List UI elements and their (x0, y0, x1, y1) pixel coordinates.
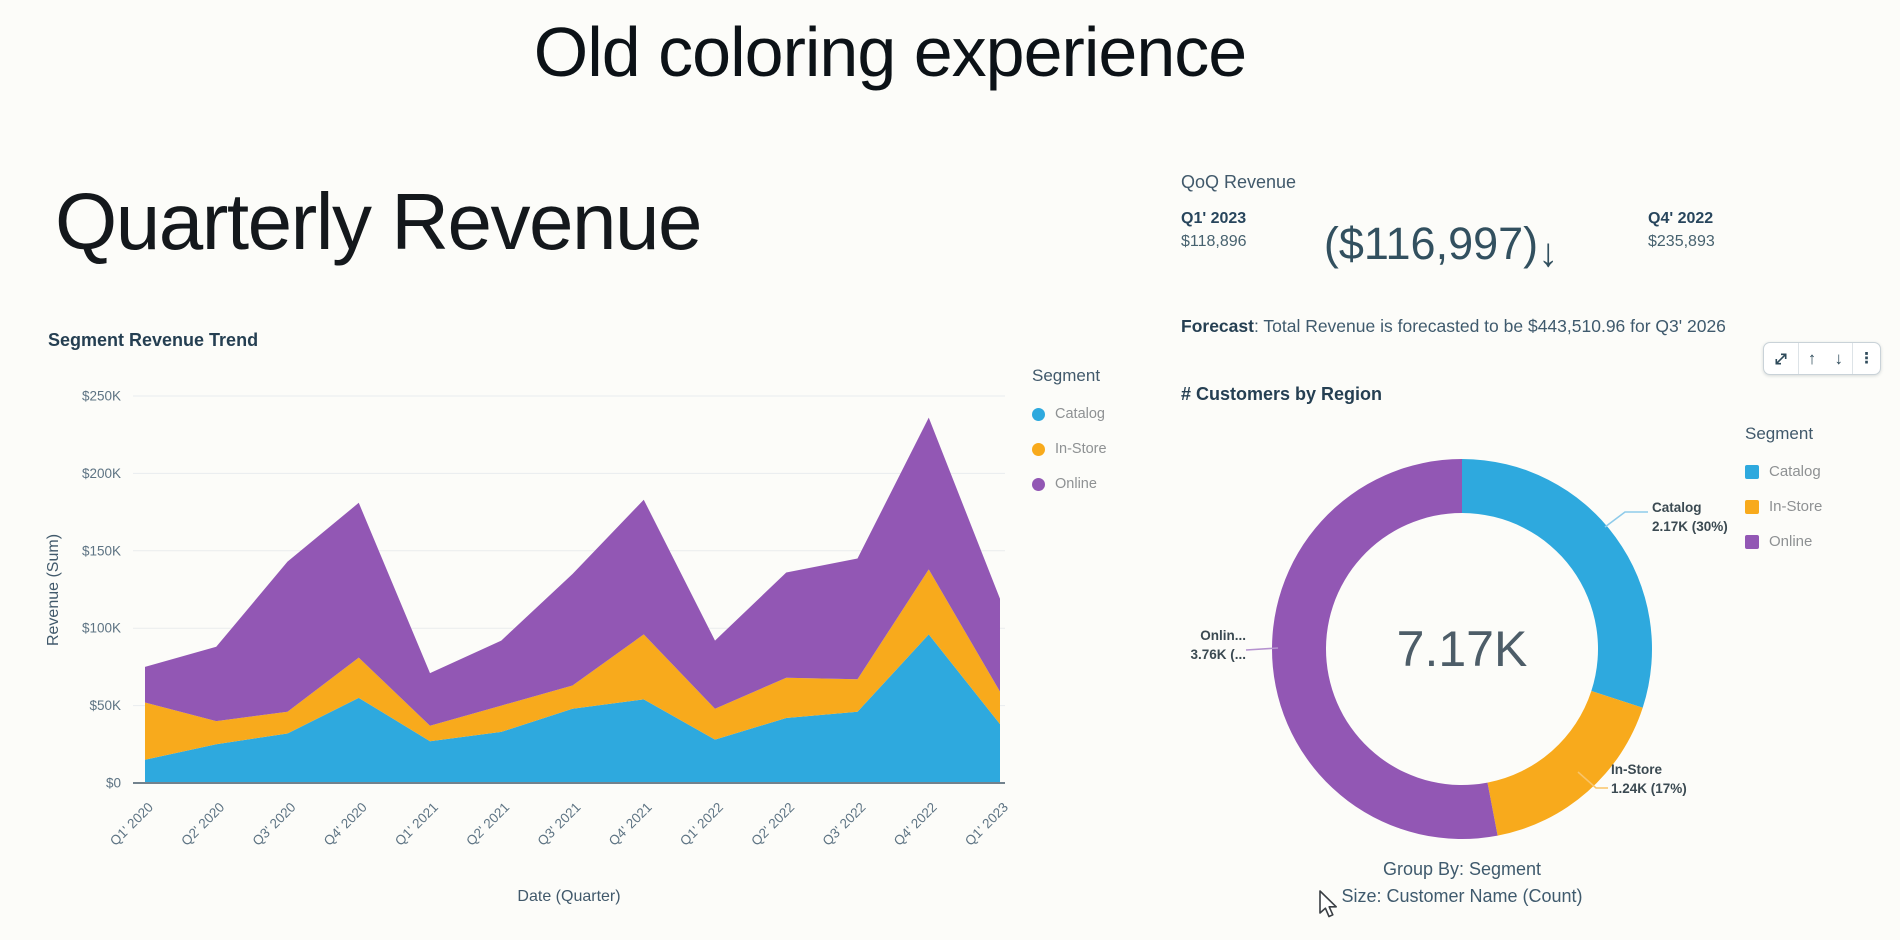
y-axis-tick: $250K (82, 389, 121, 404)
kpi-primary-period: Q1' 2023 (1181, 210, 1247, 227)
x-axis-tick: Q3' 2021 (535, 800, 584, 849)
legend-item-online[interactable]: Online (1745, 533, 1822, 550)
y-axis-tick: $50K (89, 698, 121, 713)
leader-line-catalog (1604, 511, 1648, 528)
leader-line-online (1245, 647, 1279, 651)
y-axis-tick: $150K (82, 543, 121, 558)
x-axis-tick: Q2' 2020 (178, 800, 227, 849)
legend-title: Segment (1032, 366, 1101, 385)
x-axis-tick: Q1' 2021 (392, 800, 441, 849)
catalog-swatch-icon (1745, 464, 1759, 479)
x-axis-tick: Q2' 2021 (463, 800, 512, 849)
size-by-text: Size: Customer Name (Count) (1341, 886, 1583, 906)
donut-legend: Segment Catalog In-Store Online (1745, 424, 1823, 550)
catalog-swatch-icon (1032, 407, 1045, 421)
y-axis-tick: $200K (82, 466, 121, 481)
forecast-text: Forecast: Total Revenue is forecasted to… (1181, 316, 1726, 337)
area-series-catalog[interactable] (145, 634, 1000, 783)
arrow-down-glyph: ↓ (1834, 349, 1844, 368)
page-title: Old coloring experience (533, 13, 1247, 91)
donut-label-in-store-value: 1.24K (17%) (1611, 781, 1687, 796)
x-axis-tick: Q1' 2023 (962, 800, 1011, 849)
kebab-menu-icon[interactable]: ⋮ (1852, 343, 1880, 374)
arrow-up-icon[interactable]: ↑ (1797, 343, 1826, 374)
donut-slice-online[interactable] (1272, 459, 1498, 839)
x-axis-tick: Q4' 2022 (891, 800, 940, 849)
y-axis-title: Revenue (Sum) (45, 534, 62, 646)
widget-toolbar: ↑ ↓ ⋮ (1763, 342, 1881, 375)
area-series-online[interactable] (145, 417, 1000, 726)
legend-item-online[interactable]: Online (1032, 476, 1107, 492)
x-axis-tick: Q4' 2020 (321, 800, 370, 849)
arrow-down-icon[interactable]: ↓ (1825, 343, 1852, 374)
x-axis-tick: Q3' 2022 (820, 800, 869, 849)
legend-title: Segment (1745, 424, 1814, 443)
donut-label-online: Onlin... 3.76K (... (1138, 626, 1246, 664)
kpi-primary-block: Q1' 2023 $118,896 (1181, 210, 1247, 251)
in-store-swatch-icon (1745, 499, 1759, 514)
legend-item-label: In-Store (1769, 498, 1823, 515)
x-axis-tick: Q3' 2020 (250, 800, 299, 849)
forecast-label: Forecast (1181, 316, 1254, 336)
donut-label-catalog-name: Catalog (1652, 500, 1702, 515)
leader-line-in-store (1577, 771, 1608, 789)
legend-item-label: Catalog (1769, 463, 1821, 480)
kebab-glyph: ⋮ (1859, 350, 1875, 367)
y-axis-tick: $100K (82, 621, 121, 636)
area-chart-title: Segment Revenue Trend (48, 330, 259, 350)
area-chart-legend: Segment Catalog In-Store Online (1032, 366, 1107, 492)
area-series-in-store[interactable] (145, 569, 1000, 760)
report-title: Quarterly Revenue (55, 177, 702, 266)
legend-item-in-store[interactable]: In-Store (1745, 498, 1823, 515)
kpi-delta: ($116,997)↓ (1296, 218, 1586, 275)
x-axis-tick: Q2' 2022 (748, 800, 797, 849)
legend-item-label: Catalog (1055, 406, 1105, 422)
donut-label-online-value: 3.76K (... (1190, 647, 1246, 662)
donut-label-in-store-name: In-Store (1611, 762, 1663, 777)
kpi-title: QoQ Revenue (1181, 172, 1297, 192)
x-axis-tick: Q1' 2020 (107, 800, 156, 849)
kpi-delta-value: ($116,997) (1323, 218, 1539, 269)
arrow-up-glyph: ↑ (1807, 349, 1817, 368)
arrow-down-icon: ↓ (1538, 231, 1559, 275)
group-by-text: Group By: Segment (1382, 859, 1542, 879)
legend-item-in-store[interactable]: In-Store (1032, 441, 1107, 457)
donut-footer: Group By: Segment Size: Customer Name (C… (1212, 856, 1712, 910)
donut-label-in-store: In-Store 1.24K (17%) (1611, 760, 1687, 798)
donut-label-catalog: Catalog 2.17K (30%) (1652, 498, 1728, 536)
donut-center-total: 7.17K (1396, 621, 1528, 677)
legend-item-catalog[interactable]: Catalog (1745, 463, 1822, 480)
customers-by-region-donut[interactable] (1180, 420, 1760, 870)
legend-item-catalog[interactable]: Catalog (1032, 406, 1107, 422)
x-axis-tick: Q4' 2021 (606, 800, 655, 849)
legend-item-label: Online (1769, 533, 1813, 550)
expand-icon[interactable] (1764, 343, 1798, 374)
x-axis-tick: Q1' 2022 (677, 800, 726, 849)
kpi-secondary-period: Q4' 2022 (1648, 210, 1714, 227)
kpi-secondary-value: $235,893 (1648, 233, 1715, 250)
x-axis-title: Date (Quarter) (517, 888, 620, 905)
segment-revenue-trend-chart[interactable]: $250K $200K $150K $100K $50K $0 Q1' 2020 Q2' 20… (0, 372, 1015, 917)
kpi-primary-value: $118,896 (1181, 233, 1247, 250)
kpi-secondary-block: Q4' 2022 $235,893 (1648, 210, 1715, 251)
in-store-swatch-icon (1032, 442, 1045, 456)
donut-slice-in-store[interactable] (1487, 691, 1643, 836)
donut-chart-title: # Customers by Region (1181, 384, 1383, 404)
mouse-cursor-icon (1319, 890, 1338, 918)
y-axis-tick: $0 (106, 776, 121, 791)
online-swatch-icon (1032, 477, 1045, 491)
donut-slice-catalog[interactable] (1462, 459, 1652, 708)
legend-item-label: Online (1055, 476, 1097, 492)
legend-item-label: In-Store (1055, 441, 1107, 457)
online-swatch-icon (1745, 534, 1759, 549)
forecast-body: : Total Revenue is forecasted to be $443… (1253, 316, 1726, 336)
donut-label-online-name: Onlin... (1200, 628, 1246, 643)
donut-label-catalog-value: 2.17K (30%) (1652, 519, 1728, 534)
